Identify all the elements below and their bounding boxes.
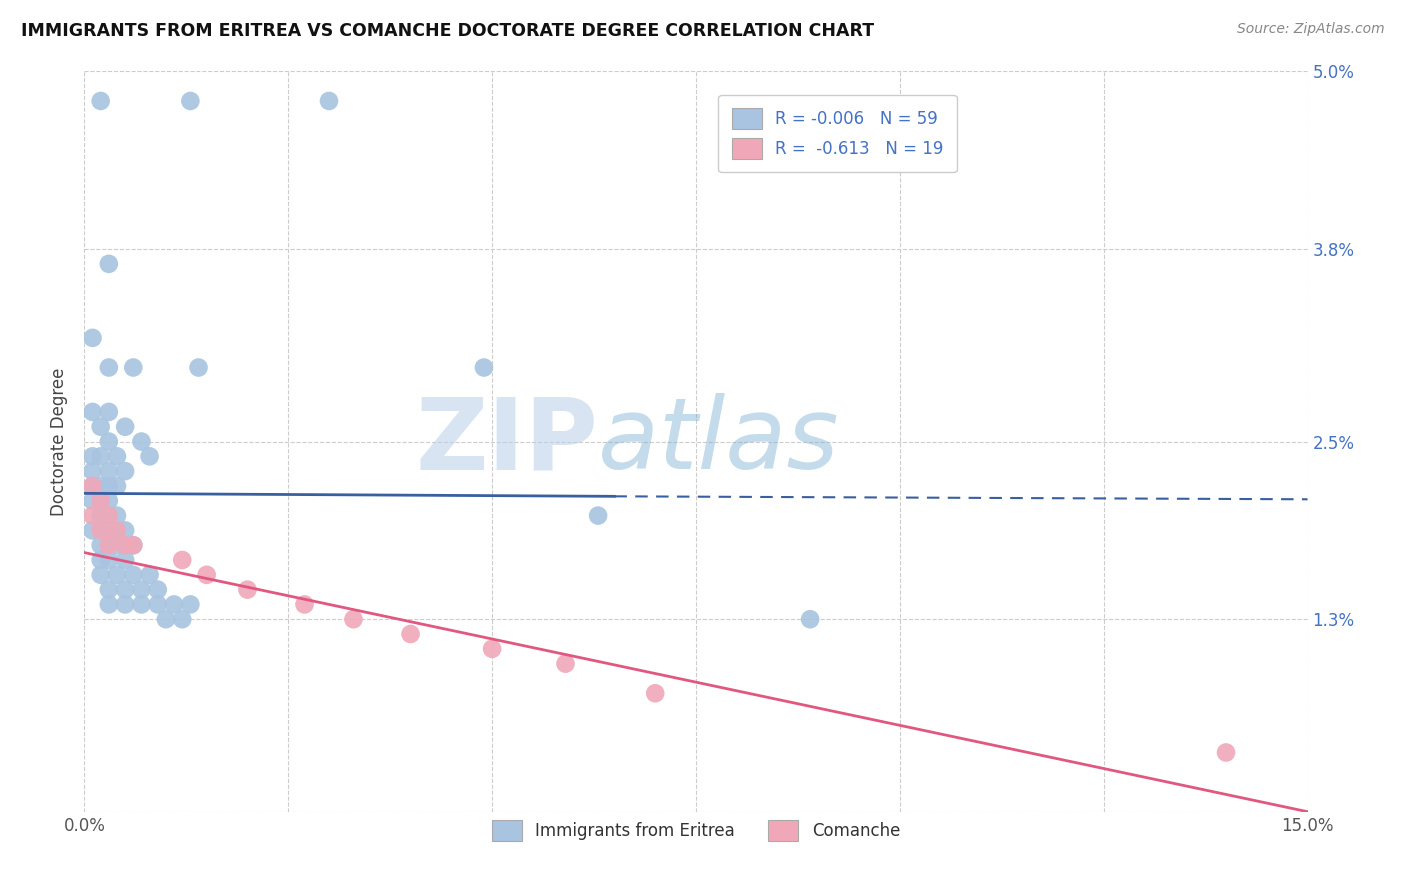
Point	[122, 360, 145, 375]
Text: Source: ZipAtlas.com: Source: ZipAtlas.com	[1237, 22, 1385, 37]
Point	[105, 508, 128, 523]
Point	[122, 538, 145, 552]
Point	[90, 94, 112, 108]
Point	[105, 450, 128, 464]
Y-axis label: Doctorate Degree: Doctorate Degree	[51, 368, 69, 516]
Point	[97, 360, 120, 375]
Point	[122, 567, 145, 582]
Point	[82, 479, 104, 493]
Point	[155, 612, 177, 626]
Point	[586, 508, 609, 523]
Point	[481, 641, 503, 656]
Point	[114, 464, 136, 478]
Point	[90, 479, 112, 493]
Point	[82, 331, 104, 345]
Point	[82, 524, 104, 538]
Point	[90, 553, 112, 567]
Point	[97, 508, 120, 523]
Point	[97, 434, 120, 449]
Point	[97, 553, 120, 567]
Point	[799, 612, 821, 626]
Point	[179, 94, 201, 108]
Point	[90, 450, 112, 464]
Point	[114, 538, 136, 552]
Point	[105, 567, 128, 582]
Point	[82, 508, 104, 523]
Legend: Immigrants from Eritrea, Comanche: Immigrants from Eritrea, Comanche	[485, 814, 907, 847]
Point	[195, 567, 218, 582]
Point	[82, 493, 104, 508]
Text: ZIP: ZIP	[415, 393, 598, 490]
Point	[114, 553, 136, 567]
Point	[97, 464, 120, 478]
Point	[172, 612, 194, 626]
Point	[138, 567, 160, 582]
Point	[114, 419, 136, 434]
Point	[97, 493, 120, 508]
Point	[97, 524, 120, 538]
Point	[131, 598, 153, 612]
Point	[90, 508, 112, 523]
Point	[97, 598, 120, 612]
Point	[554, 657, 576, 671]
Point	[90, 493, 112, 508]
Point	[90, 567, 112, 582]
Point	[1215, 746, 1237, 760]
Point	[163, 598, 186, 612]
Point	[114, 598, 136, 612]
Point	[90, 538, 112, 552]
Point	[114, 524, 136, 538]
Point	[90, 419, 112, 434]
Point	[82, 464, 104, 478]
Point	[97, 479, 120, 493]
Point	[97, 257, 120, 271]
Point	[644, 686, 666, 700]
Point	[82, 450, 104, 464]
Point	[90, 524, 112, 538]
Point	[105, 538, 128, 552]
Point	[131, 434, 153, 449]
Point	[236, 582, 259, 597]
Point	[105, 479, 128, 493]
Point	[146, 598, 169, 612]
Text: IMMIGRANTS FROM ERITREA VS COMANCHE DOCTORATE DEGREE CORRELATION CHART: IMMIGRANTS FROM ERITREA VS COMANCHE DOCT…	[21, 22, 875, 40]
Point	[114, 582, 136, 597]
Point	[399, 627, 422, 641]
Point	[90, 493, 112, 508]
Point	[97, 538, 120, 552]
Point	[472, 360, 495, 375]
Point	[138, 450, 160, 464]
Point	[122, 538, 145, 552]
Point	[82, 479, 104, 493]
Point	[131, 582, 153, 597]
Point	[294, 598, 316, 612]
Point	[97, 582, 120, 597]
Point	[342, 612, 364, 626]
Point	[172, 553, 194, 567]
Point	[187, 360, 209, 375]
Point	[105, 524, 128, 538]
Point	[318, 94, 340, 108]
Point	[179, 598, 201, 612]
Text: atlas: atlas	[598, 393, 839, 490]
Point	[146, 582, 169, 597]
Point	[82, 405, 104, 419]
Point	[97, 405, 120, 419]
